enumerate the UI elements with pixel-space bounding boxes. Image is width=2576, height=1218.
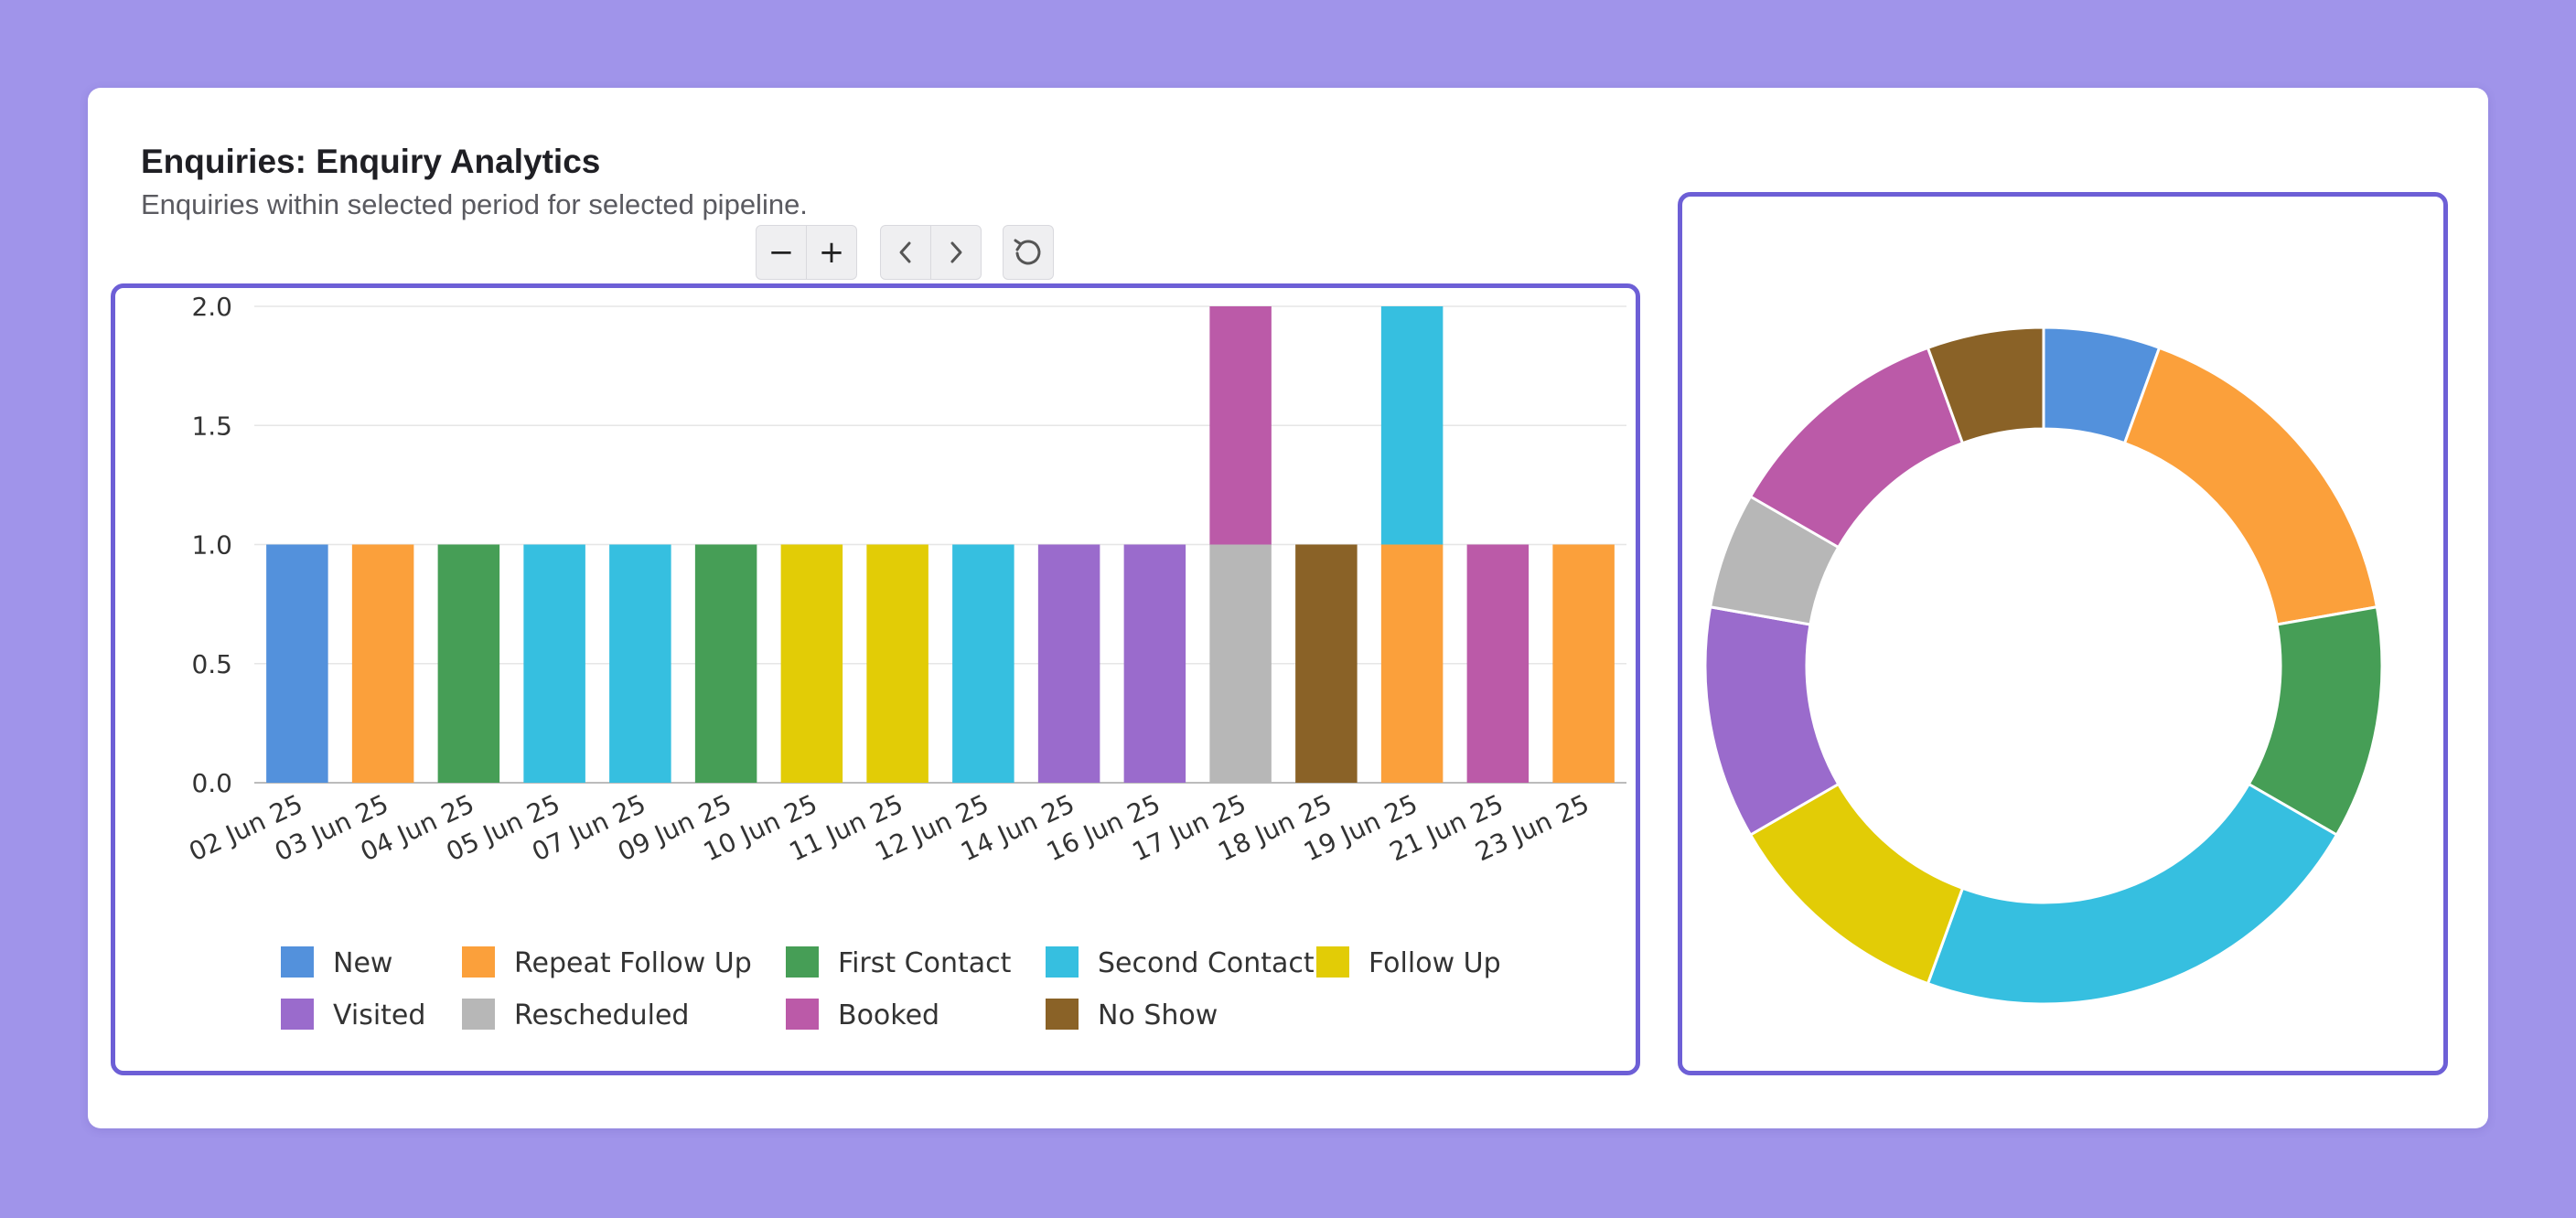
pan-right-button[interactable] <box>930 226 981 279</box>
y-tick-label: 0.5 <box>191 649 232 679</box>
bar-segment <box>437 544 500 783</box>
legend-item[interactable]: First Contact <box>786 946 1012 979</box>
legend-swatch <box>1316 946 1349 978</box>
donut-slice <box>1926 326 2045 445</box>
legend-item[interactable]: No Show <box>1046 999 1218 1031</box>
y-tick-label: 1.5 <box>191 411 232 441</box>
chevron-right-icon <box>950 241 962 263</box>
bar-segment <box>1295 544 1358 783</box>
bar-segment <box>609 544 671 783</box>
legend-swatch <box>281 999 314 1030</box>
legend-label: Rescheduled <box>514 999 689 1031</box>
pan-controls <box>880 225 982 280</box>
legend-swatch <box>462 999 495 1030</box>
y-tick-label: 2.0 <box>191 292 232 322</box>
reset-controls <box>1003 225 1054 280</box>
donut-chart <box>1703 326 2384 1006</box>
legend-label: Second Contact <box>1098 947 1315 979</box>
legend-item[interactable]: Visited <box>281 999 425 1031</box>
bar-segment <box>1552 544 1615 783</box>
bar-segment <box>266 544 328 783</box>
y-tick-label: 1.0 <box>191 530 232 561</box>
reset-zoom-button[interactable] <box>1004 226 1053 279</box>
legend-label: No Show <box>1098 999 1218 1031</box>
legend-swatch <box>281 946 314 978</box>
legend-item[interactable]: Follow Up <box>1316 946 1501 979</box>
bar-segment <box>866 544 928 783</box>
bar-segment <box>694 544 757 783</box>
bar-segment <box>1466 544 1530 783</box>
bar-segment <box>1123 544 1186 783</box>
bar-segment <box>523 544 585 783</box>
bar-segment <box>952 544 1014 783</box>
page-title: Enquiries: Enquiry Analytics <box>141 143 601 180</box>
legend-item[interactable]: Booked <box>786 999 939 1031</box>
legend-label: Booked <box>838 999 939 1031</box>
legend-item[interactable]: Second Contact <box>1046 946 1315 979</box>
bar-segment <box>1209 544 1272 783</box>
bar-segment <box>1037 544 1100 783</box>
bar-segment <box>351 544 414 783</box>
legend-label: Repeat Follow Up <box>514 947 752 979</box>
zoom-controls: − + <box>756 225 857 280</box>
donut-chart-panel <box>1678 192 2448 1075</box>
bar-segment <box>1380 544 1444 783</box>
legend-swatch <box>462 946 495 978</box>
zoom-in-button[interactable]: + <box>806 226 856 279</box>
legend-label: Visited <box>333 999 425 1031</box>
donut-slice <box>2122 346 2379 626</box>
legend-swatch <box>1046 946 1079 978</box>
legend-swatch <box>786 946 819 978</box>
bar-segment <box>780 544 843 783</box>
bar-segment <box>1380 306 1444 545</box>
bar-chart-panel: 0.0 0.5 1.0 1.5 2.0 02 Jun 25 03 Jun 25 04 Jun … <box>111 283 1640 1075</box>
legend-label: First Contact <box>838 947 1012 979</box>
chevron-left-icon <box>899 241 911 263</box>
reset-icon <box>1014 239 1041 265</box>
pan-left-button[interactable] <box>881 226 930 279</box>
legend-label: New <box>333 947 392 979</box>
legend-swatch <box>1046 999 1079 1030</box>
donut-slice <box>1926 782 2339 1006</box>
legend-swatch <box>786 999 819 1030</box>
legend-item[interactable]: Repeat Follow Up <box>462 946 752 979</box>
bar-segment <box>1209 306 1272 545</box>
zoom-out-button[interactable]: − <box>767 234 795 271</box>
legend-item[interactable]: New <box>281 946 392 979</box>
page-subtitle: Enquiries within selected period for sel… <box>141 188 808 220</box>
legend-label: Follow Up <box>1368 947 1501 979</box>
y-tick-label: 0.0 <box>191 768 232 798</box>
legend-item[interactable]: Rescheduled <box>462 999 689 1031</box>
